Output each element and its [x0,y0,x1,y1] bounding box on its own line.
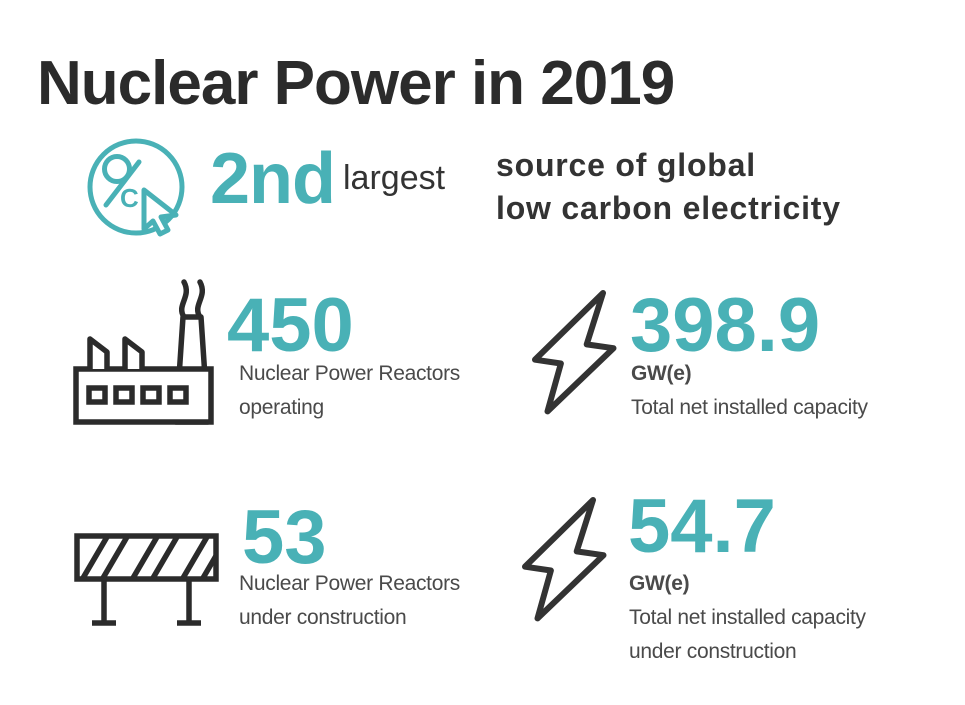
svg-text:C: C [120,183,139,213]
